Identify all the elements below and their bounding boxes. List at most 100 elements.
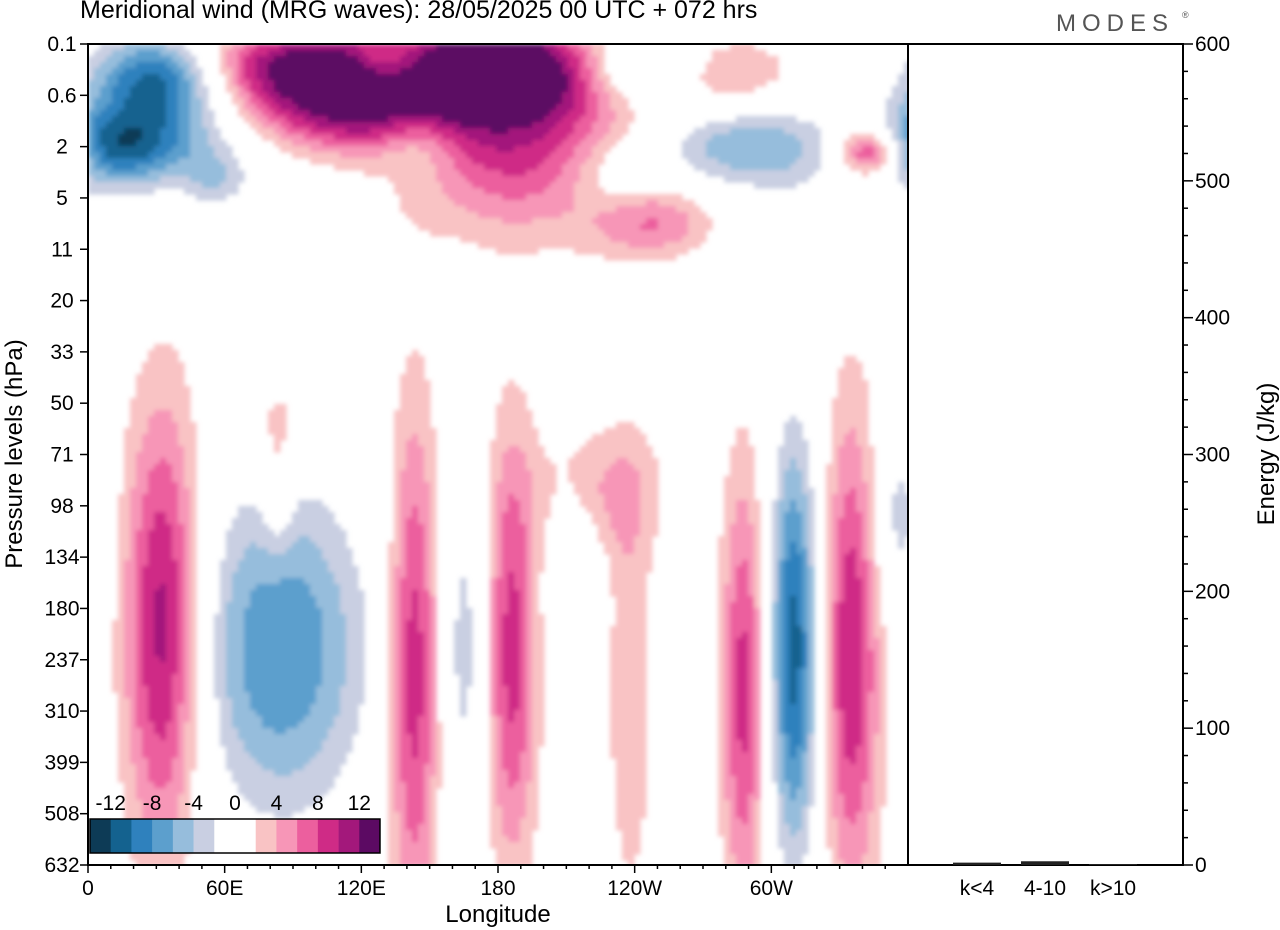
heatmap-cell [736, 536, 743, 543]
heatmap-cell [532, 200, 539, 207]
heatmap-cell [562, 146, 569, 153]
heatmap-cell [424, 50, 431, 57]
heatmap-cell [838, 374, 845, 381]
heatmap-cell [550, 164, 557, 171]
heatmap-cell [490, 194, 497, 201]
heatmap-cell [898, 86, 905, 93]
heatmap-cell [490, 482, 497, 489]
heatmap-cell [412, 566, 419, 573]
heatmap-cell [472, 56, 479, 63]
heatmap-cell [508, 122, 515, 129]
heatmap-cell [406, 536, 413, 543]
heatmap-cell [532, 206, 539, 213]
heatmap-cell [862, 476, 869, 483]
heatmap-cell [148, 560, 155, 567]
heatmap-cell [676, 236, 683, 243]
heatmap-cell [172, 62, 179, 69]
heatmap-cell [148, 182, 155, 189]
heatmap-cell [178, 560, 185, 567]
heatmap-cell [352, 62, 359, 69]
heatmap-cell [532, 470, 539, 477]
heatmap-cell [424, 68, 431, 75]
heatmap-cell [658, 242, 665, 249]
heatmap-cell [136, 110, 143, 117]
heatmap-cell [772, 518, 779, 525]
heatmap-cell [772, 68, 779, 75]
heatmap-cell [484, 50, 491, 57]
heatmap-cell [142, 530, 149, 537]
heatmap-cell [574, 92, 581, 99]
heatmap-cell [712, 62, 719, 69]
heatmap-cell [118, 56, 125, 63]
heatmap-cell [130, 62, 137, 69]
heatmap-cell [280, 530, 287, 537]
heatmap-cell [418, 56, 425, 63]
heatmap-cell [172, 158, 179, 165]
heatmap-cell [856, 458, 863, 465]
heatmap-cell [790, 146, 797, 153]
heatmap-cell [784, 572, 791, 579]
heatmap-cell [760, 158, 767, 165]
heatmap-cell [442, 152, 449, 159]
heatmap-cell [628, 248, 635, 255]
heatmap-cell [334, 86, 341, 93]
heatmap-cell [118, 188, 125, 195]
heatmap-cell [418, 80, 425, 87]
heatmap-cell [406, 50, 413, 57]
heatmap-cell [424, 62, 431, 69]
heatmap-cell [526, 530, 533, 537]
heatmap-cell [322, 536, 329, 543]
heatmap-cell [550, 140, 557, 147]
heatmap-cell [532, 530, 539, 537]
heatmap-cell [808, 494, 815, 501]
heatmap-cell [172, 74, 179, 81]
heatmap-cell [610, 440, 617, 447]
heatmap-cell [634, 470, 641, 477]
heatmap-cell [490, 68, 497, 75]
heatmap-cell [640, 224, 647, 231]
heatmap-cell [766, 62, 773, 69]
heatmap-cell [742, 464, 749, 471]
heatmap-cell [328, 152, 335, 159]
heatmap-cell [136, 482, 143, 489]
heatmap-cell [748, 554, 755, 561]
heatmap-cell [748, 446, 755, 453]
heatmap-cell [778, 572, 785, 579]
heatmap-cell [376, 110, 383, 117]
heatmap-cell [646, 554, 653, 561]
heatmap-cell [478, 230, 485, 237]
heatmap-cell [754, 146, 761, 153]
heatmap-cell [538, 122, 545, 129]
heatmap-cell [400, 98, 407, 105]
heatmap-cell [304, 134, 311, 141]
heatmap-cell [130, 578, 137, 585]
heatmap-cell [676, 230, 683, 237]
heatmap-cell [376, 68, 383, 75]
heatmap-cell [178, 74, 185, 81]
heatmap-cell [874, 158, 881, 165]
heatmap-cell [568, 146, 575, 153]
heatmap-cell [466, 152, 473, 159]
heatmap-cell [514, 146, 521, 153]
heatmap-cell [874, 572, 881, 579]
heatmap-cell [490, 494, 497, 501]
heatmap-cell [130, 188, 137, 195]
heatmap-cell [526, 164, 533, 171]
heatmap-cell [778, 542, 785, 549]
heatmap-cell [262, 122, 269, 129]
heatmap-cell [844, 374, 851, 381]
heatmap-cell [106, 134, 113, 141]
heatmap-cell [442, 224, 449, 231]
heatmap-cell [310, 536, 317, 543]
heatmap-cell [340, 104, 347, 111]
heatmap-cell [580, 212, 587, 219]
heatmap-cell [730, 488, 737, 495]
heatmap-cell [148, 122, 155, 129]
page-title: Meridional wind (MRG waves): 28/05/2025 … [80, 0, 758, 24]
heatmap-cell [592, 80, 599, 87]
heatmap-cell [334, 104, 341, 111]
heatmap-cell [442, 110, 449, 117]
heatmap-cell [880, 146, 887, 153]
heatmap-cell [316, 542, 323, 549]
heatmap-cell [292, 122, 299, 129]
